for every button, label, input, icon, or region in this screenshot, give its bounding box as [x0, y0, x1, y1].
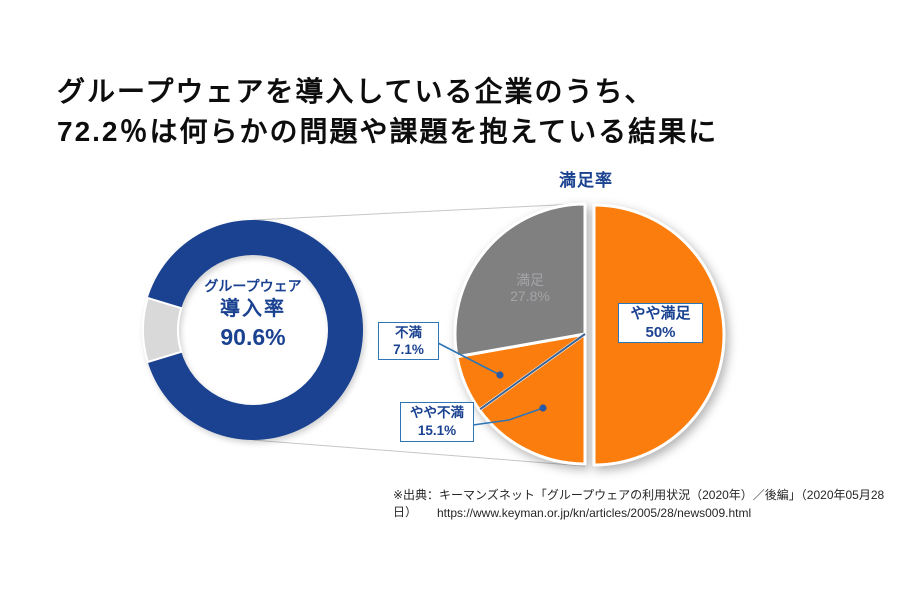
pie-title: 満足率	[559, 171, 613, 190]
pie-inside-label-manzoku-name: 満足	[516, 272, 544, 288]
callout-yaya-manzoku-pct: 50%	[645, 324, 676, 341]
connector-line-bottom	[252, 439, 586, 467]
slice-divider-line	[479, 333, 586, 410]
pie-slice-3	[453, 202, 587, 359]
callout-fuman-name: 不満	[395, 325, 422, 340]
callout-yaya-manzoku: やや満足 50%	[618, 303, 703, 343]
callout-fuman-pct: 7.1%	[393, 342, 424, 357]
donut-center-line3: 90.6%	[220, 324, 286, 350]
callout-fuman: 不満 7.1%	[378, 322, 439, 360]
callout-yaya-fuman-name: やや不満	[410, 405, 464, 420]
pie-inside-label-manzoku-pct: 27.8%	[510, 288, 550, 304]
pie-inside-label-manzoku: 満足 27.8%	[483, 272, 577, 304]
callout-yaya-fuman-pct: 15.1%	[417, 423, 457, 438]
donut-center-line1: グループウェア	[204, 278, 302, 294]
donut-slice-not-adopted	[142, 296, 183, 364]
connector-line-top	[252, 203, 578, 221]
headline: グループウェアを導入している企業のうち、 72.2％は何らかの問題や課題を抱えて…	[57, 72, 877, 152]
callout-yaya-fuman: やや不満 15.1%	[400, 402, 474, 442]
leader-dot-yaya-fuman	[539, 404, 547, 412]
source-url: https://www.keyman.or.jp/kn/articles/200…	[437, 506, 752, 520]
headline-line1: グループウェアを導入している企業のうち、	[57, 76, 655, 107]
leader-dot-fuman	[496, 371, 504, 379]
source-citation: ※出典：キーマンズネット「グループウェアの利用状況（2020年）／後編」（202…	[393, 488, 885, 519]
callout-yaya-manzoku-name: やや満足	[630, 305, 691, 322]
donut-center-label: グループウェア 導入率 90.6%	[158, 277, 348, 352]
leader-fuman	[437, 342, 501, 376]
donut-center-line2: 導入率	[220, 298, 286, 320]
leader-yaya-fuman	[472, 407, 544, 426]
headline-line2: 72.2％は何らかの問題や課題を抱えている結果に	[57, 116, 719, 147]
pie-slice-1	[477, 332, 587, 466]
adoption-donut	[142, 220, 363, 440]
